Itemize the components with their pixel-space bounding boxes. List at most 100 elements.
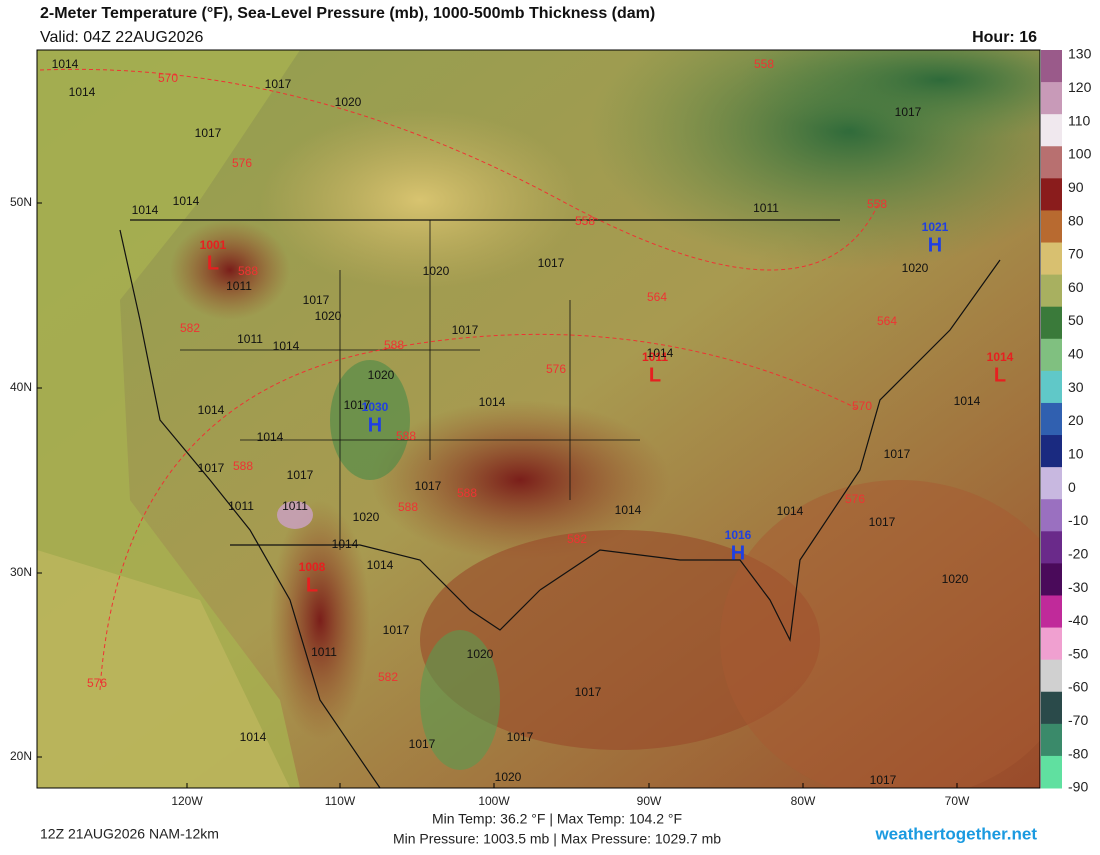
isobar-label: 1020	[423, 264, 450, 278]
isobar-label: 1017	[344, 398, 371, 412]
title: 2-Meter Temperature (°F), Sea-Level Pres…	[40, 5, 655, 22]
colorbar-label: -60	[1068, 679, 1088, 695]
isobar-label: 1014	[647, 346, 674, 360]
colorbar-swatch	[1041, 210, 1062, 244]
thickness-label: 558	[754, 57, 774, 71]
us-mexico-border	[230, 544, 541, 631]
isobar-label: 1014	[479, 395, 506, 409]
thickness-label: 564	[877, 314, 897, 328]
gulf-of-mexico	[420, 530, 820, 750]
isobar-label: 1020	[902, 261, 929, 275]
thickness-label: 588	[233, 459, 253, 473]
colorbar-swatch	[1041, 723, 1062, 757]
isobar-label: 1014	[173, 194, 200, 208]
thickness-line	[39, 68, 881, 271]
thickness-label: 570	[852, 399, 872, 413]
longitude-label: 100W	[478, 794, 510, 808]
thickness-label: 576	[87, 676, 107, 690]
isobar-label: 1014	[367, 558, 394, 572]
thickness-contours	[39, 68, 881, 691]
isobar-label: 1014	[69, 85, 96, 99]
colorbar-label: 60	[1068, 279, 1084, 295]
colorbar-swatch	[1041, 146, 1062, 179]
thickness-label: 588	[457, 486, 477, 500]
isobar-label: 1017	[383, 623, 410, 637]
pressure-center-letter: L	[306, 574, 318, 596]
isobar-label: 1017	[195, 126, 222, 140]
thickness-label: 588	[398, 500, 418, 514]
model-run: 12Z 21AUG2026 NAM-12km	[40, 826, 219, 842]
colorbar-swatch	[1041, 306, 1062, 340]
longitude-label: 70W	[945, 794, 970, 808]
colorbar-label: -30	[1068, 579, 1088, 595]
site-credit[interactable]: weathertogether.net	[874, 824, 1037, 843]
thickness-label: 564	[647, 290, 667, 304]
colorbar-swatch	[1041, 114, 1062, 147]
isobar-label: 1014	[273, 339, 300, 353]
temp-range: Min Temp: 36.2 °F | Max Temp: 104.2 °F	[432, 811, 682, 827]
colorbar-label: -90	[1068, 779, 1088, 795]
pressure-center-value: 1021	[922, 220, 949, 234]
colorbar-swatch	[1041, 467, 1062, 500]
isobar-label: 1017	[303, 293, 330, 307]
isobar-label: 1011	[237, 332, 263, 346]
isobar-label: 1014	[954, 394, 981, 408]
thickness-label: 576	[546, 362, 566, 376]
colorbar-swatch	[1041, 402, 1062, 436]
longitude-label: 110W	[325, 794, 356, 808]
isobar-label: 1014	[777, 504, 804, 518]
colorbar-swatch	[1041, 595, 1062, 629]
isobar-label: 1014	[132, 203, 159, 217]
latitude-label: 30N	[10, 565, 32, 579]
colorbar-swatch	[1041, 755, 1062, 789]
isobar-label: 1017	[507, 730, 534, 744]
thickness-label: 576	[845, 492, 865, 506]
isobar-label: 1017	[415, 479, 442, 493]
longitude-label: 80W	[791, 794, 816, 808]
gulf-east-coast	[539, 259, 1001, 643]
colorbar-swatch	[1041, 242, 1062, 276]
isobar-label: 1011	[226, 279, 252, 293]
isobar-label: 1014	[615, 503, 642, 517]
colorbar-label: 130	[1068, 46, 1092, 62]
thickness-label: 558	[575, 214, 595, 228]
colorbar-label: 10	[1068, 446, 1084, 462]
colorbar-swatch	[1041, 338, 1062, 372]
isobar-label: 1011	[282, 499, 308, 513]
latitude-label: 40N	[10, 380, 32, 394]
colorbar-swatch	[1041, 691, 1062, 725]
colorbar-label: -70	[1068, 712, 1088, 728]
colorbar-label: -10	[1068, 512, 1088, 528]
borders	[119, 219, 1001, 788]
pressure-center-letter: L	[649, 364, 661, 386]
pressure-center-letter: L	[207, 252, 219, 274]
isobar-label: 1020	[467, 647, 494, 661]
west-coast	[119, 229, 381, 788]
pressure-center-value: 1014	[987, 350, 1014, 364]
colorbar-swatch	[1041, 274, 1062, 308]
colorbar-label: 0	[1068, 479, 1076, 495]
isobar-label: 1011	[228, 499, 254, 513]
isobar-label: 1017	[409, 737, 436, 751]
colorbar-swatch	[1041, 82, 1062, 115]
isobar-label: 1014	[198, 403, 225, 417]
pressure-center-letter: H	[928, 234, 942, 256]
thickness-label: 558	[867, 197, 887, 211]
pressure-range: Min Pressure: 1003.5 mb | Max Pressure: …	[393, 831, 721, 847]
isobar-label: 1020	[353, 510, 380, 524]
pressure-center-value: 1001	[200, 238, 227, 252]
pressure-center-value: 1016	[725, 528, 752, 542]
isobar-label: 1017	[884, 447, 911, 461]
isobar-label: 1020	[335, 95, 362, 109]
longitude-label: 120W	[171, 794, 203, 808]
isobar-label: 1017	[869, 515, 896, 529]
pressure-center-value: 1011	[642, 350, 668, 364]
mexico-highlands	[420, 630, 500, 770]
colorbar-label: 20	[1068, 412, 1084, 428]
latitude-label: 20N	[10, 749, 32, 763]
colorbar-swatch	[1041, 531, 1062, 564]
isobar-label: 1014	[52, 57, 79, 71]
isobar-label: 1014	[332, 537, 359, 551]
northwest-heat	[170, 220, 290, 320]
colorbar-label: 120	[1068, 79, 1092, 95]
